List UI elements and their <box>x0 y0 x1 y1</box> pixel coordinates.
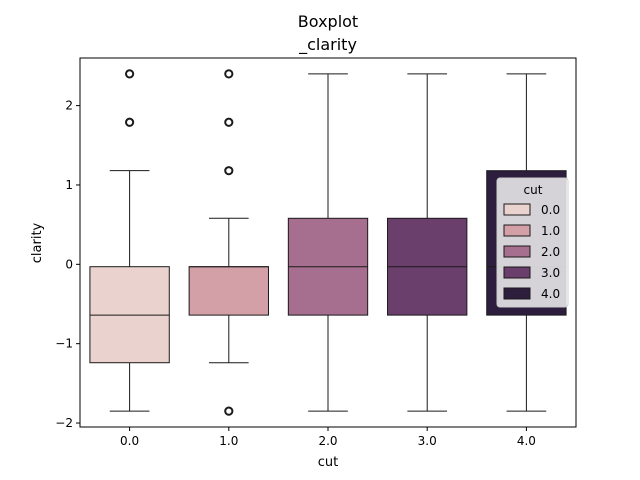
x-axis-label: cut <box>318 455 338 470</box>
x-tick-label: 4.0 <box>517 434 536 448</box>
legend-swatch <box>503 287 531 300</box>
legend-entries: 0.0 1.0 2.0 3.0 4.0 <box>503 203 560 301</box>
box-group-1.0 <box>188 69 269 416</box>
y-tick-label: 1 <box>65 178 73 192</box>
box-group-0.0 <box>89 69 170 412</box>
outlier-point <box>224 166 234 176</box>
outlier-point <box>125 69 135 79</box>
box-group-3.0 <box>387 73 468 412</box>
y-axis-label: clarity <box>30 222 45 263</box>
legend: cut 0.0 1.0 2.0 3.0 4.0 <box>496 177 569 308</box>
y-tick-label: 2 <box>65 99 73 113</box>
x-axis: 0.0 1.0 2.0 3.0 4.0 <box>120 427 536 448</box>
legend-label: 1.0 <box>541 224 560 238</box>
outlier-point <box>224 406 234 416</box>
x-tick-label: 3.0 <box>418 434 437 448</box>
legend-swatch <box>503 203 531 216</box>
legend-label: 4.0 <box>541 287 560 301</box>
outlier-point <box>224 69 234 79</box>
outlier-point <box>224 117 234 127</box>
legend-swatch <box>503 224 531 237</box>
plot-area <box>89 69 567 416</box>
box-iqr <box>188 266 269 316</box>
x-tick-label: 1.0 <box>219 434 238 448</box>
x-tick-label: 2.0 <box>318 434 337 448</box>
y-tick-label: 0 <box>65 257 73 271</box>
chart-title-line2: _clarity <box>298 35 357 55</box>
legend-label: 0.0 <box>541 203 560 217</box>
legend-swatch <box>503 266 531 279</box>
y-axis: −2 −1 0 1 2 <box>55 99 80 430</box>
y-tick-label: −1 <box>55 337 73 351</box>
legend-label: 2.0 <box>541 245 560 259</box>
legend-swatch <box>503 245 531 258</box>
chart-title-line1: Boxplot <box>298 12 358 31</box>
y-tick-label: −2 <box>55 416 73 430</box>
box-group-2.0 <box>287 73 369 412</box>
outlier-point <box>125 117 135 127</box>
legend-title: cut <box>524 183 543 197</box>
x-tick-label: 0.0 <box>120 434 139 448</box>
legend-label: 3.0 <box>541 266 560 280</box>
